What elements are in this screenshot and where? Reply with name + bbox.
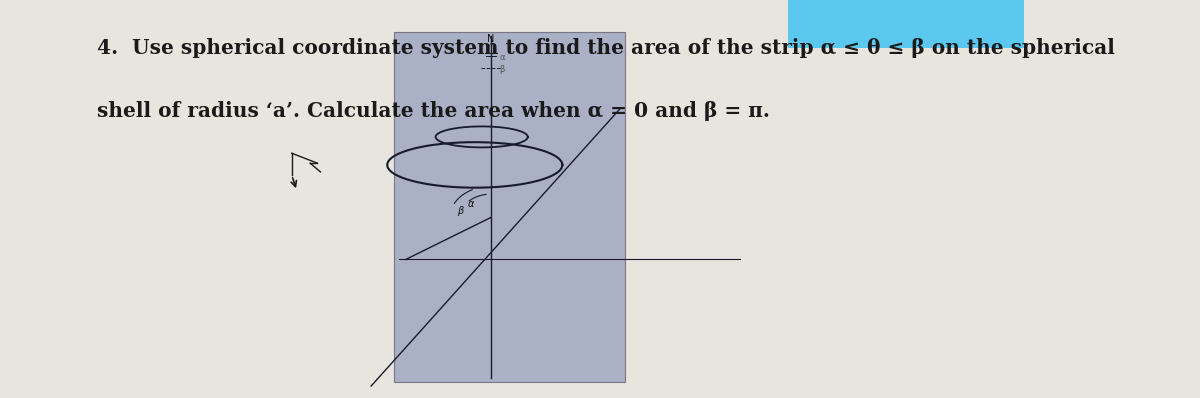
Text: β: β	[457, 207, 463, 217]
Text: α: α	[467, 199, 474, 209]
Bar	[394, 32, 624, 382]
Text: α: α	[499, 53, 504, 62]
Text: β: β	[499, 65, 504, 74]
Text: N: N	[487, 34, 494, 44]
Bar	[788, 0, 1024, 48]
Text: shell of radius ‘a’. Calculate the area when α = 0 and β = π.: shell of radius ‘a’. Calculate the area …	[97, 101, 770, 121]
Text: 4.  Use spherical coordinate system to find the area of the strip α ≤ θ ≤ β on t: 4. Use spherical coordinate system to fi…	[97, 38, 1115, 58]
